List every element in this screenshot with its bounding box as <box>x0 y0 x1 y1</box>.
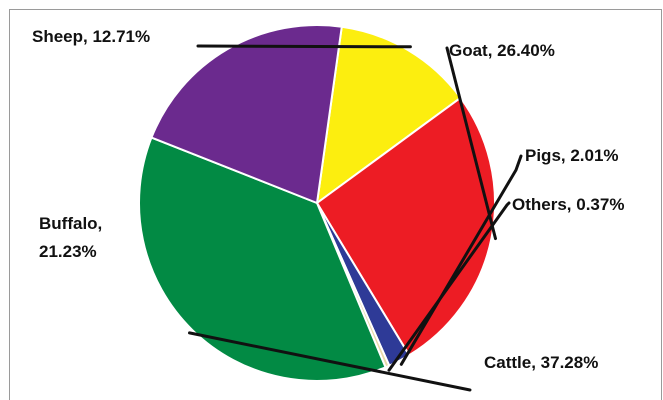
slices-layer <box>138 24 496 382</box>
leader-line-sheep <box>196 44 412 49</box>
label-goat: Goat, 26.40% <box>449 41 555 60</box>
leader-line-goat <box>445 46 497 241</box>
pie-slice-buffalo <box>150 24 343 204</box>
leader-line-others <box>387 201 511 372</box>
label-cattle: Cattle, 37.28% <box>484 353 598 372</box>
pie-slice-goat <box>316 96 496 357</box>
label-buffalo-line2: 21.23% <box>39 242 97 261</box>
pie-slice-sheep <box>316 25 462 204</box>
leader-line-cattle <box>188 331 472 392</box>
label-buffalo: Buffalo, 21.23% <box>39 214 107 261</box>
label-pigs: Pigs, 2.01% <box>525 146 619 165</box>
label-sheep: Sheep, 12.71% <box>32 27 150 46</box>
label-buffalo-line1: Buffalo, <box>39 214 102 233</box>
label-others: Others, 0.37% <box>512 195 624 214</box>
pie-slice-cattle <box>138 136 387 382</box>
leaders-layer <box>188 44 523 392</box>
